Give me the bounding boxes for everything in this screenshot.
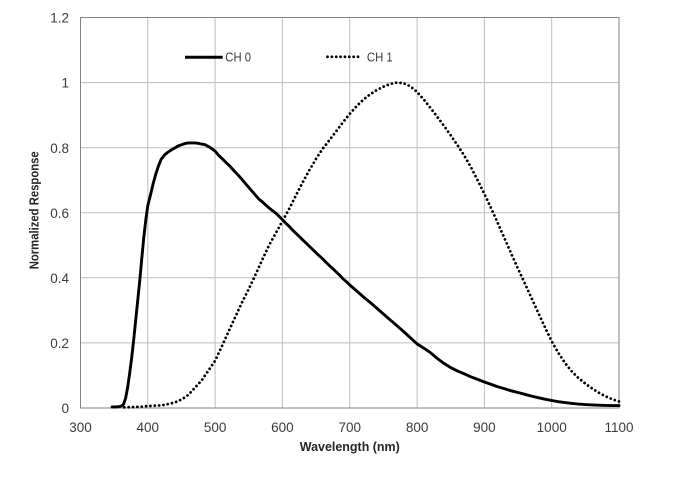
svg-text:0.4: 0.4 [50,271,69,286]
svg-text:600: 600 [271,420,294,435]
svg-text:800: 800 [406,420,429,435]
svg-text:Normalized Response: Normalized Response [27,151,42,269]
svg-text:CH 0: CH 0 [225,50,251,65]
svg-text:0.8: 0.8 [50,141,69,156]
svg-text:700: 700 [339,420,362,435]
svg-text:900: 900 [473,420,496,435]
svg-text:500: 500 [204,420,227,435]
svg-text:1.2: 1.2 [50,11,69,26]
svg-text:0: 0 [61,401,69,416]
svg-text:CH 1: CH 1 [367,50,393,65]
svg-text:1: 1 [61,76,69,91]
svg-text:1000: 1000 [537,420,567,435]
svg-text:300: 300 [69,420,92,435]
svg-text:Wavelength (nm): Wavelength (nm) [300,439,400,454]
svg-text:400: 400 [137,420,160,435]
svg-text:0.2: 0.2 [50,336,69,351]
svg-text:1100: 1100 [604,420,633,435]
svg-text:0.6: 0.6 [50,206,69,221]
